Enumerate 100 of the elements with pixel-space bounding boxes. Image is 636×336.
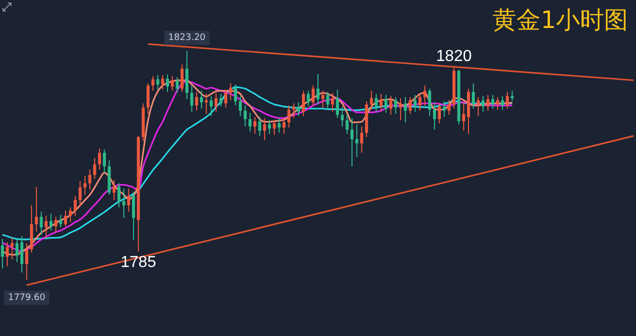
candlestick: [166, 74, 169, 92]
candlestick: [268, 120, 271, 134]
candlestick: [370, 90, 373, 110]
candlestick: [500, 96, 504, 110]
candlestick: [224, 89, 228, 108]
candlestick: [263, 118, 266, 141]
candlestick: [360, 126, 364, 154]
candlestick: [229, 82, 232, 101]
candlestick: [88, 169, 92, 190]
candlestick: [326, 91, 330, 110]
candlestick: [404, 96, 407, 123]
candlestick: [292, 102, 296, 119]
candlestick: [180, 64, 184, 92]
candlestick: [214, 92, 218, 112]
candlestick: [389, 96, 392, 116]
candlestick: [510, 90, 514, 102]
candlestick: [68, 206, 72, 223]
candlestick: [272, 120, 276, 136]
candlestick: [428, 88, 432, 116]
candlestick: [98, 148, 102, 170]
candlestick: [219, 93, 222, 108]
candlestick: [414, 94, 417, 112]
candlestick: [312, 85, 315, 106]
candlestick: [117, 182, 120, 208]
candlestick: [248, 112, 252, 132]
candlestick: [506, 91, 509, 110]
candlestick: [408, 96, 412, 114]
candlestick: [204, 93, 208, 114]
candlestick: [78, 180, 82, 207]
candlestick: [476, 96, 480, 116]
candlestick: [49, 213, 52, 232]
candlestick: [418, 93, 422, 112]
candlestick: [40, 211, 43, 236]
candlestick: [127, 188, 130, 212]
candlestick: [238, 96, 242, 116]
candlestick: [340, 106, 344, 127]
candlestick: [433, 102, 436, 130]
candlestick: [448, 100, 451, 116]
candlestick: [350, 118, 354, 167]
candlestick: [151, 76, 154, 92]
candlestick: [234, 84, 237, 106]
candlestick: [278, 118, 281, 134]
candlestick: [316, 73, 320, 105]
candlestick: [190, 85, 194, 112]
candlestick: [93, 158, 96, 180]
annotation: 1820: [436, 48, 472, 66]
candlestick: [297, 102, 300, 116]
candlestick: [374, 93, 378, 112]
candlestick: [336, 89, 339, 119]
annotation: 1823.20: [168, 33, 206, 44]
candlestick: [438, 102, 441, 124]
candlestick: [83, 175, 86, 196]
candlestick: [423, 85, 426, 106]
candlestick: [210, 96, 213, 116]
candlestick: [200, 90, 203, 110]
candlestick: [399, 98, 402, 121]
candlestick: [496, 96, 500, 110]
candlestick: [244, 104, 247, 127]
candlestick: [34, 186, 38, 232]
candlestick: [321, 90, 324, 108]
candlestick: [253, 116, 256, 134]
candlestick: [6, 242, 9, 267]
candlestick: [482, 96, 485, 112]
candlestick: [331, 92, 334, 112]
candlestick: [0, 238, 4, 269]
candlestick: [44, 215, 48, 238]
candlestick: [195, 91, 198, 112]
candlestick: [156, 74, 160, 90]
candlestick: [64, 210, 68, 227]
candlestick: [170, 76, 174, 92]
candlestick: [258, 116, 262, 136]
candlestick: [15, 238, 18, 263]
candlestick: [20, 235, 24, 274]
candlestick: [10, 237, 14, 260]
candlestick: [384, 94, 388, 114]
candlestick: [380, 93, 383, 112]
candlestick: [302, 90, 305, 116]
candlestick: [442, 100, 446, 118]
candlestick: [74, 195, 77, 216]
candlestick: [282, 118, 286, 134]
candlestick: [161, 74, 164, 90]
annotation: 1779.60: [8, 293, 46, 304]
candlestick: [355, 124, 358, 158]
candlestick: [287, 104, 290, 128]
candlestick: [176, 76, 179, 94]
candlestick: [122, 188, 126, 218]
chart-title: 黄金1小时图: [492, 5, 628, 36]
candlestick: [25, 242, 28, 280]
annotation: 1785: [120, 254, 156, 271]
candlestick: [486, 94, 490, 112]
candlestick: [462, 102, 466, 132]
candlestick: [472, 82, 475, 110]
candlestick: [59, 214, 62, 228]
candlestick: [102, 149, 106, 174]
candlestick: [146, 82, 150, 114]
candlestick: [54, 216, 58, 232]
candlestick: [491, 94, 494, 110]
candlestick: [112, 180, 116, 201]
candlestick: [306, 90, 310, 108]
candlestick: [132, 191, 136, 240]
